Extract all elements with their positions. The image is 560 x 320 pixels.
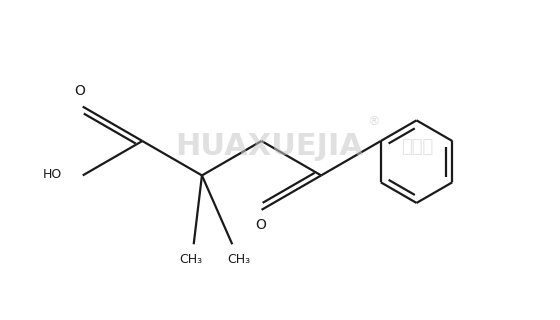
Text: 华学加: 华学加 [402,138,434,156]
Text: O: O [255,218,266,232]
Text: ®: ® [367,115,380,128]
Text: CH₃: CH₃ [227,253,250,266]
Text: CH₃: CH₃ [179,253,203,266]
Text: HO: HO [43,168,62,181]
Text: O: O [74,84,85,98]
Text: HUAXUEJIA: HUAXUEJIA [175,132,363,161]
